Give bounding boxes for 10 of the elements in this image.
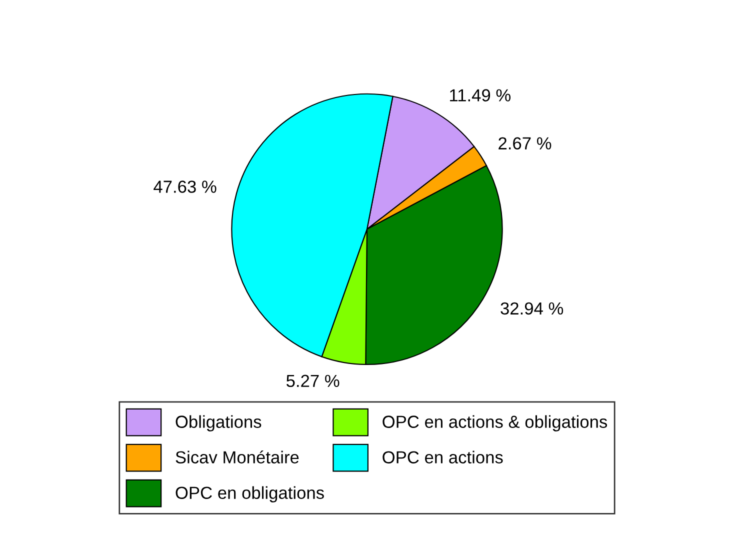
data-label: 47.63 %: [154, 180, 216, 193]
data-label: 32.94 %: [500, 302, 564, 315]
data-label: 5.27 %: [286, 374, 340, 388]
data-label: 11.49 %: [450, 89, 511, 102]
legend-label: Sicav Monétaire: [176, 450, 299, 464]
legend-label: OPC en actions: [382, 450, 503, 464]
legend-label: OPC en actions & obligations: [382, 415, 608, 432]
legend-label: Obligations: [176, 415, 262, 432]
data-label: 2.67 %: [498, 137, 552, 150]
legend-label: OPC en obligations: [176, 486, 324, 502]
